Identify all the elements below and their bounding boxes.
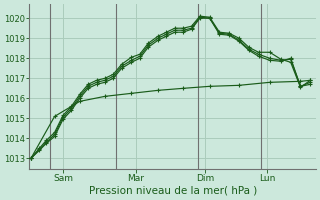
X-axis label: Pression niveau de la mer( hPa ): Pression niveau de la mer( hPa ): [89, 186, 257, 196]
